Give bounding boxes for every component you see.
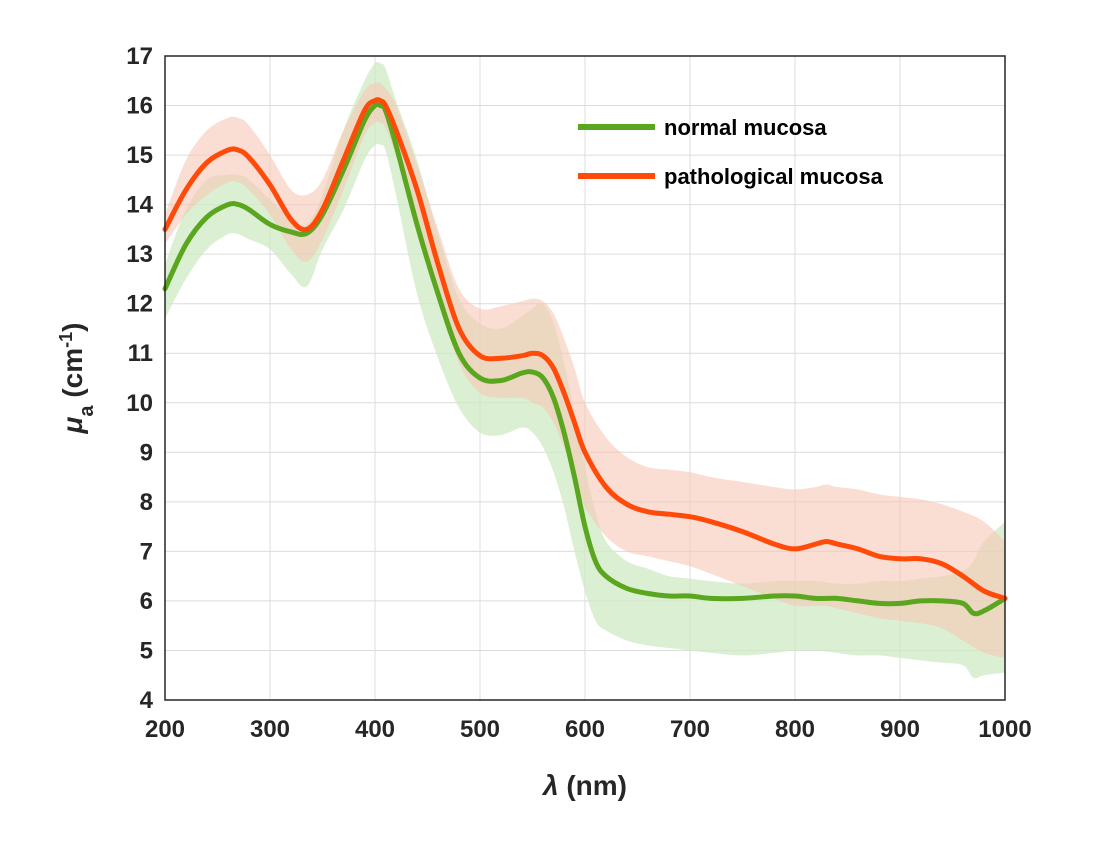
- x-tick-label-1000: 1000: [978, 716, 1031, 743]
- band-pathological-mucosa: [165, 82, 1005, 658]
- x-tick-label-300: 300: [250, 716, 290, 743]
- y-tick-label-13: 13: [126, 241, 153, 268]
- y-tick-labels: 4 5 6 7 8 9 10 11 12 13 14 15 16 17: [126, 43, 153, 714]
- legend-label-normal-mucosa: normal mucosa: [664, 115, 827, 140]
- x-tick-label-600: 600: [565, 716, 605, 743]
- y-tick-label-11: 11: [128, 340, 153, 367]
- x-tick-label-200: 200: [145, 716, 185, 743]
- y-tick-label-14: 14: [126, 192, 153, 219]
- legend: normal mucosa pathological mucosa: [578, 115, 884, 189]
- x-tick-labels: 200 300 400 500 600 700 800 900 1000: [145, 716, 1032, 743]
- x-tick-label-400: 400: [355, 716, 395, 743]
- x-axis-label: λ (nm): [541, 770, 627, 801]
- y-tick-label-9: 9: [140, 439, 153, 466]
- y-tick-label-15: 15: [126, 142, 153, 169]
- legend-label-pathological-mucosa: pathological mucosa: [664, 164, 884, 189]
- x-tick-label-500: 500: [460, 716, 500, 743]
- x-tick-label-800: 800: [775, 716, 815, 743]
- y-tick-label-12: 12: [126, 291, 153, 318]
- y-tick-label-4: 4: [140, 687, 154, 714]
- y-tick-label-8: 8: [140, 489, 153, 516]
- plot-frame: [164, 55, 1006, 701]
- confidence-bands: [165, 61, 1005, 679]
- y-tick-label-16: 16: [126, 93, 153, 120]
- series-lines: [162, 97, 1008, 617]
- x-tick-label-900: 900: [880, 716, 920, 743]
- line-pathological-mucosa: [162, 97, 1008, 601]
- x-tick-label-700: 700: [670, 716, 710, 743]
- y-tick-label-10: 10: [126, 390, 153, 417]
- y-tick-label-17: 17: [126, 43, 153, 70]
- line-normal-mucosa: [162, 101, 1008, 617]
- y-tick-label-5: 5: [140, 637, 153, 664]
- y-tick-label-6: 6: [140, 588, 153, 615]
- y-tick-label-7: 7: [140, 538, 153, 565]
- y-axis-label: μa (cm-1): [56, 323, 98, 435]
